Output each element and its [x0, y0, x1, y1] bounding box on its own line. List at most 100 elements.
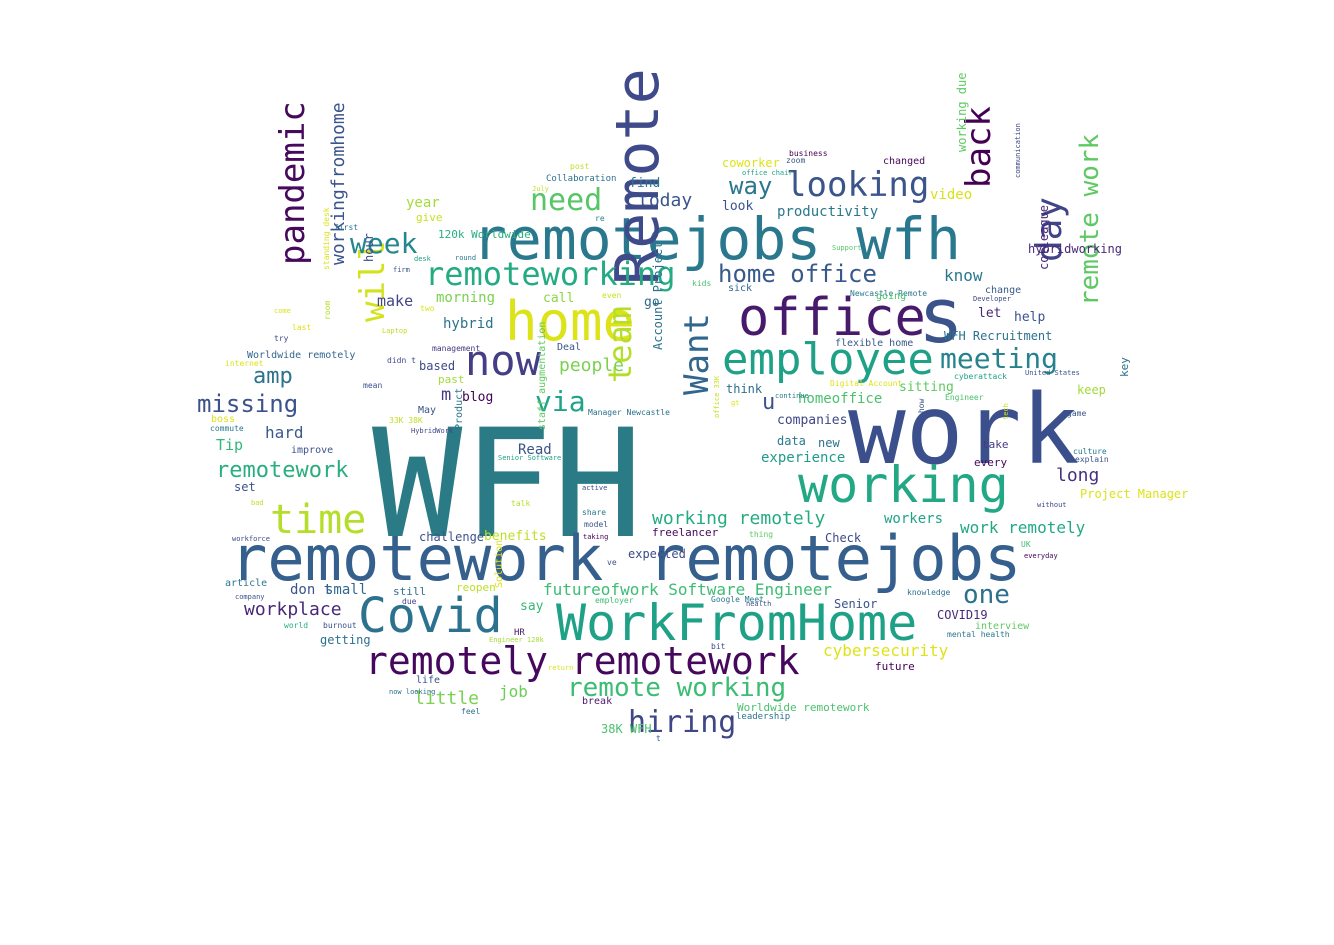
word-zoom-88: zoom — [786, 156, 806, 165]
word-july-85: July — [532, 185, 549, 193]
word-blog-64: blog — [462, 390, 494, 405]
word-go-72: go — [644, 295, 660, 310]
word-without-161: without — [1037, 501, 1067, 509]
word-engineer-120k-187: Engineer 120k — [489, 636, 544, 644]
word-break-193: break — [582, 696, 613, 707]
word-remotejobs-wfh-4: remotejobs wfh — [472, 205, 961, 273]
word-tip-61: Tip — [216, 436, 244, 454]
word-workforce-166: workforce — [232, 535, 270, 543]
word-everyday-169: everyday — [1024, 552, 1058, 560]
word-burnout-184: burnout — [323, 621, 357, 630]
word-38k-wfh-197: 38K WFH — [601, 722, 652, 736]
word-taking-164: taking — [583, 533, 609, 541]
word-today-48: today — [638, 190, 693, 211]
word-deal-121: Deal — [557, 342, 582, 353]
word-way-37: way — [729, 172, 773, 200]
word-interview-182: interview — [975, 621, 1030, 632]
word-senior-software-155: Senior Software — [498, 454, 562, 462]
word-last-113: last — [292, 323, 312, 332]
word-missing-29: missing — [197, 390, 299, 418]
word-post-83: post — [570, 162, 590, 171]
word-internet-118: internet — [225, 359, 264, 368]
word-read-63: Read — [518, 442, 552, 458]
word-explain-152: explain — [1075, 455, 1109, 464]
word-support-98: Support — [832, 244, 862, 252]
word-office-33k-145: office 33K — [713, 375, 721, 418]
word-call-62: call — [543, 291, 575, 306]
word-office-chair-89: office chair — [742, 169, 793, 177]
word-hr-185: HR — [514, 628, 525, 638]
word-culture-151: culture — [1073, 447, 1107, 456]
word-office-8: office — [738, 288, 926, 348]
word-active-160: active — [582, 484, 608, 492]
word-employer-178: employer — [595, 596, 634, 605]
word-laptop-115: Laptop — [382, 327, 408, 335]
word-long-46: long — [1056, 465, 1100, 486]
word-work-1: work — [848, 374, 1080, 486]
word-think-79: think — [726, 382, 763, 396]
word-s-9: s — [918, 271, 964, 360]
word-key-154: key — [1118, 357, 1131, 377]
word-120k-worldwide-82: 120k Worldwide — [438, 228, 531, 241]
word-now-looking-192: now looking — [389, 688, 436, 696]
word-looking-21: looking — [786, 165, 930, 205]
word-show-146: show — [917, 398, 926, 418]
word-solution-177: Solution — [494, 539, 505, 588]
word-management-119: management — [432, 344, 481, 353]
word-data-147: data — [777, 434, 806, 448]
word-hiring-27: hiring — [628, 705, 737, 740]
word-amp-31: amp — [253, 364, 293, 389]
word-try-114: try — [274, 334, 289, 343]
word-new-148: new — [818, 436, 840, 450]
word-commute-139: commute — [210, 424, 244, 433]
word-week-30: week — [350, 227, 418, 260]
word-small-59: small — [325, 582, 368, 598]
word-communication-96: communication — [1014, 123, 1022, 178]
word-pandemic-16: pandemic — [273, 101, 313, 265]
word-two-110: two — [420, 304, 435, 313]
word-check-66: Check — [825, 531, 862, 545]
word-changed-90: changed — [883, 156, 926, 167]
word-kids-102: kids — [692, 279, 712, 288]
word-say-70: say — [520, 599, 544, 614]
word-first-95: first — [334, 223, 359, 232]
word-article-172: article — [225, 578, 268, 589]
word-knowledge-181: knowledge — [907, 588, 951, 597]
word-remoteworking-20: remoteworking — [425, 255, 676, 293]
word-challenge-167: challenge — [419, 530, 485, 544]
word-hybridworking-97: hybridworking — [1028, 242, 1122, 256]
word-mean-126: mean — [363, 381, 383, 390]
word-round-100: round — [455, 254, 477, 262]
word-sick-103: sick — [728, 283, 753, 294]
word-m-65: m — [441, 385, 452, 405]
word-meeting-25: meeting — [940, 342, 1059, 375]
word-expected-170: expected — [628, 547, 686, 561]
word-didn-t-120: didn t — [387, 356, 416, 365]
word-via-28: via — [535, 385, 586, 418]
word-set-156: set — [234, 480, 256, 494]
word-covid-12: Covid — [358, 588, 503, 644]
word-work-remotely-47: work remotely — [960, 518, 1086, 537]
word-life-191: life — [416, 675, 441, 686]
word-future-74: future — [875, 660, 915, 673]
word-hybridwork-140: HybridWork — [411, 427, 454, 435]
word-employee-10: employee — [722, 334, 934, 385]
word-don-t-58: don t — [290, 582, 333, 598]
word-remote-work-32: remote work — [1075, 133, 1105, 306]
word-morning-57: morning — [436, 290, 496, 306]
word-based-127: based — [419, 359, 456, 373]
word-remotejobs-3: remotejobs — [648, 522, 1022, 595]
word-continue-136: continue — [775, 392, 809, 400]
word-look-93: look — [722, 199, 754, 214]
word-want-23: Want — [677, 313, 717, 395]
word-standing-desk-111: standing desk — [322, 207, 331, 270]
word-remotework-2: remotework — [230, 522, 604, 595]
word-freelancer-78: freelancer — [652, 526, 719, 539]
word-worldwide-remotely-117: Worldwide remotely — [247, 350, 356, 361]
word-firm-101: firm — [393, 266, 410, 274]
word-sitting-130: sitting — [899, 380, 954, 395]
word-make-54: make — [377, 292, 414, 310]
word-product-142: Product — [454, 387, 465, 430]
word-project-manager-157: Project Manager — [1080, 487, 1189, 501]
